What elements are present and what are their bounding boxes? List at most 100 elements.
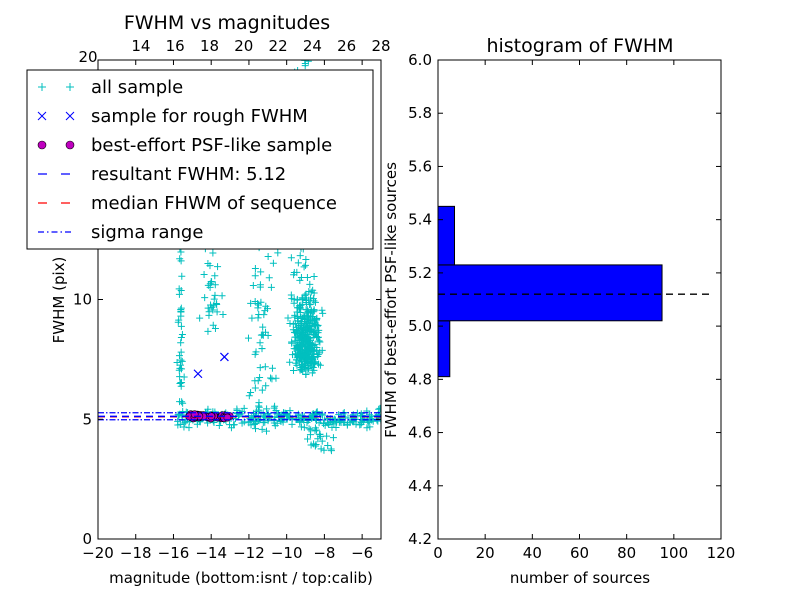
all-sample-point (267, 283, 275, 291)
all-sample-point (304, 348, 312, 356)
legend-marker (37, 140, 47, 150)
all-sample-point (312, 329, 320, 337)
x-tick-label: −20 (82, 544, 114, 562)
all-sample-point (219, 310, 227, 318)
legend-entry: all sample (38, 77, 183, 98)
all-sample-point (245, 392, 253, 400)
all-sample-point (290, 299, 298, 307)
legend-entry: median FHWM of sequence (38, 193, 337, 214)
all-sample-point (325, 420, 333, 428)
all-sample-point (175, 290, 183, 298)
all-sample-point (329, 434, 337, 442)
all-sample-point (310, 360, 318, 368)
all-sample-point (317, 445, 325, 453)
all-sample-point (177, 248, 185, 256)
y-tick-label: 5.2 (408, 264, 432, 282)
histogram-y-label: FWHM of best-effort PSF-like sources (382, 162, 400, 438)
all-sample-point (296, 252, 304, 260)
all-sample-point (312, 426, 320, 434)
all-sample-point (307, 288, 315, 296)
all-sample-point (365, 411, 373, 419)
all-sample-point (346, 418, 354, 426)
all-sample-point (264, 252, 272, 260)
legend-label: sigma range (91, 222, 203, 243)
legend-entry: sigma range (38, 222, 203, 243)
all-sample-point (304, 435, 312, 443)
all-sample-point (310, 350, 318, 358)
y-tick-label: 4.6 (408, 424, 432, 442)
x-tick-label: 40 (523, 544, 542, 562)
all-sample-point (252, 425, 259, 433)
all-sample-point (257, 268, 265, 276)
all-sample-point (179, 408, 187, 416)
histogram-x-label: number of sources (510, 569, 650, 587)
all-sample-point (283, 415, 291, 423)
all-sample-point (314, 435, 322, 443)
all-sample-point (286, 358, 294, 366)
all-sample-point (262, 427, 270, 435)
all-sample-point (303, 342, 311, 350)
x-tick-label: 80 (617, 544, 636, 562)
all-sample-point (180, 423, 188, 431)
all-sample-point (201, 294, 209, 302)
top-tick-label: 28 (371, 37, 390, 55)
all-sample-point (177, 322, 185, 330)
all-sample-point (321, 421, 329, 429)
all-sample-point (289, 320, 297, 328)
legend-entry: best-effort PSF-like sample (37, 135, 332, 156)
all-sample-point (274, 249, 282, 257)
all-sample-point (177, 312, 185, 320)
all-sample-point (319, 420, 327, 428)
x-tick-label: 120 (707, 544, 736, 562)
histogram-bars (437, 205, 663, 378)
all-sample-point (176, 373, 184, 381)
x-tick-label: 100 (660, 544, 689, 562)
all-sample-point (284, 314, 292, 322)
scatter-x-ticks: −20 −18 −16 −14 −12 −10 −8 −6 (82, 60, 373, 562)
all-sample-point (298, 342, 306, 350)
x-tick-label: 0 (433, 544, 443, 562)
all-sample-point (175, 366, 183, 374)
all-sample-point (261, 363, 269, 371)
all-sample-point (286, 407, 294, 415)
all-sample-point (288, 351, 296, 359)
y-tick-label: 5.6 (408, 157, 432, 175)
all-sample-point (208, 303, 216, 311)
all-sample-point (299, 367, 307, 375)
top-tick-label: 18 (200, 37, 219, 55)
legend-marker (66, 83, 74, 91)
all-sample-point (328, 423, 336, 431)
all-sample-point (258, 331, 266, 339)
all-sample-point (319, 309, 327, 317)
all-sample-point (301, 261, 309, 269)
all-sample-point (292, 359, 300, 367)
all-sample-point (177, 339, 185, 347)
all-sample-point (313, 343, 321, 351)
x-tick-label: −14 (195, 544, 227, 562)
all-sample-point (256, 364, 264, 372)
all-sample-point (272, 374, 280, 382)
y-tick-label: 6.0 (408, 51, 432, 69)
all-sample-point (314, 321, 322, 329)
x-tick-label: −6 (351, 544, 373, 562)
x-tick-label: 60 (570, 544, 589, 562)
all-sample-point (206, 283, 214, 291)
x-tick-label: −10 (271, 544, 303, 562)
all-sample-point (251, 298, 259, 306)
scatter-top-ticks: 14 16 18 20 22 24 26 28 (131, 37, 390, 55)
all-sample-point (299, 331, 307, 339)
all-sample-point (258, 386, 266, 394)
all-sample-point (302, 256, 310, 264)
all-sample-point (303, 333, 311, 341)
legend-marker (65, 140, 75, 150)
all-sample-point (315, 419, 323, 427)
all-sample-point (250, 421, 258, 429)
all-sample-point (356, 421, 364, 429)
all-sample-point (177, 333, 185, 341)
x-tick-label: 20 (476, 544, 495, 562)
all-sample-point (254, 406, 262, 414)
all-sample-point (254, 304, 262, 312)
all-sample-point (204, 304, 212, 312)
all-sample-point (270, 417, 278, 425)
top-tick-label: 24 (303, 37, 322, 55)
